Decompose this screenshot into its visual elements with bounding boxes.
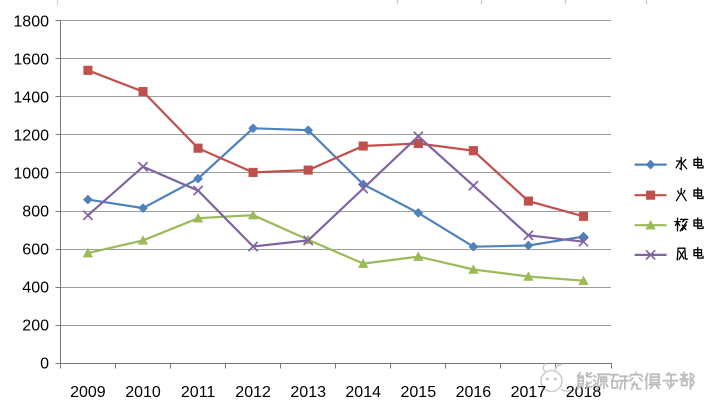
svg-text:200: 200 <box>22 318 49 335</box>
svg-text:1800: 1800 <box>13 13 49 30</box>
svg-text:400: 400 <box>22 280 49 297</box>
svg-text:2015: 2015 <box>401 384 437 401</box>
svg-text:1400: 1400 <box>13 89 49 106</box>
svg-text:2010: 2010 <box>125 384 161 401</box>
svg-text:2017: 2017 <box>511 384 547 401</box>
svg-text:2011: 2011 <box>181 384 216 401</box>
svg-text:1000: 1000 <box>13 165 49 182</box>
svg-text:1600: 1600 <box>13 51 49 68</box>
svg-text:2013: 2013 <box>290 384 326 401</box>
svg-text:2009: 2009 <box>70 384 106 401</box>
svg-text:2018: 2018 <box>566 384 602 401</box>
svg-text:2014: 2014 <box>345 384 381 401</box>
svg-text:0: 0 <box>40 356 49 373</box>
svg-text:600: 600 <box>22 242 49 259</box>
svg-text:1200: 1200 <box>13 127 49 144</box>
svg-text:2012: 2012 <box>235 384 271 401</box>
svg-text:800: 800 <box>22 204 49 221</box>
svg-text:2016: 2016 <box>456 384 492 401</box>
